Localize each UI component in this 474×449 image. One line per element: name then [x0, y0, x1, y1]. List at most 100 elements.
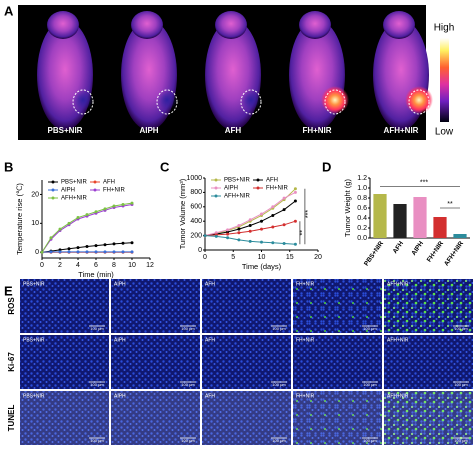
x-tick-label: 0 [40, 262, 44, 269]
x-tick-label: AFH [392, 240, 406, 255]
x-tick-label: 10 [258, 254, 266, 261]
cell-label: AFH [205, 337, 215, 343]
colorbar-low: Low [435, 127, 454, 138]
data-point [248, 239, 252, 243]
y-tick-label: 400 [190, 218, 202, 225]
significance: ** [447, 201, 453, 208]
legend-marker [93, 180, 97, 184]
cell-label: AIPH [114, 393, 126, 399]
scale-label: 100 μm [363, 326, 377, 331]
y-tick-label: 600 [190, 204, 202, 211]
scale-label: 100 μm [90, 438, 104, 443]
data-point [103, 250, 107, 254]
data-point [121, 203, 125, 207]
scale-label: 100 μm [363, 382, 377, 387]
x-tick-label: AFH+NIR [443, 240, 465, 267]
data-point [94, 244, 98, 248]
tumor-outline [240, 89, 262, 115]
micrograph [293, 335, 382, 389]
micrograph [202, 335, 291, 389]
legend-label: AIPH [224, 186, 238, 192]
data-point [260, 240, 263, 244]
data-point [112, 250, 116, 254]
y-tick-label: 0.2 [357, 225, 367, 232]
data-point [282, 208, 286, 212]
data-point [260, 227, 263, 231]
data-point [260, 212, 263, 216]
legend-marker [51, 180, 55, 184]
bar [453, 234, 467, 238]
data-point [237, 227, 241, 231]
y-tick-label: 0.6 [357, 205, 367, 212]
scale-label: 100 μm [90, 382, 104, 387]
data-point [237, 238, 241, 242]
data-point [67, 247, 71, 251]
data-point [85, 213, 89, 217]
legend-marker [256, 178, 260, 182]
data-point [282, 242, 286, 246]
tumor-signal [73, 90, 93, 110]
mouse-head [47, 11, 79, 39]
legend-label: AFH [266, 178, 278, 184]
cell-label: AFH [205, 393, 215, 399]
data-point [85, 244, 89, 248]
legend-label: AIPH [61, 188, 75, 194]
legend-label: AFH+NIR [224, 194, 251, 200]
y-tick-label: 800 [190, 189, 202, 196]
scale-label: 100 μm [454, 326, 468, 331]
y-tick-label: 20 [31, 191, 39, 198]
scale-label: 100 μm [454, 438, 468, 443]
scale-label: 100 μm [363, 438, 377, 443]
data-point [248, 224, 252, 228]
y-tick-label: 0 [198, 247, 202, 254]
y-tick-label: 0.4 [357, 215, 367, 222]
legend-marker [256, 186, 260, 190]
micrograph [111, 335, 200, 389]
mouse-label: AIPH [139, 126, 158, 135]
cell-label: FH+NIR [296, 393, 315, 399]
legend-label: AFH [103, 180, 115, 186]
panel-letter: B [4, 159, 13, 174]
bar [373, 194, 387, 238]
micrograph [20, 279, 109, 333]
mouse-label: FH+NIR [302, 126, 331, 135]
x-tick-label: 6 [94, 262, 98, 269]
x-tick-label: 8 [112, 262, 116, 269]
x-tick-label: 4 [76, 262, 80, 269]
data-point [203, 234, 207, 238]
x-tick-label: 2 [58, 262, 62, 269]
y-tick-label: 0.0 [357, 235, 367, 242]
legend-marker [51, 196, 55, 200]
data-point [226, 230, 230, 234]
series-line [204, 191, 296, 237]
data-point [248, 218, 252, 222]
data-point [248, 229, 252, 233]
cell-label: AFH [205, 281, 215, 287]
panel-letter: A [4, 3, 14, 18]
significance: *** [420, 179, 428, 186]
mouse-label: PBS+NIR [48, 126, 83, 135]
x-axis-label: Time (min) [78, 270, 114, 279]
x-tick-label: 15 [286, 254, 294, 261]
scale-label: 100 μm [272, 326, 286, 331]
data-point [293, 199, 297, 203]
significance: *** [305, 210, 312, 218]
row-label: ROS [7, 297, 16, 315]
significance: ** [299, 230, 306, 236]
data-point [271, 225, 275, 229]
data-point [76, 250, 80, 254]
legend-label: PBS+NIR [61, 180, 88, 186]
x-tick-label: 0 [203, 254, 207, 261]
x-tick-label: AIPH [410, 240, 425, 257]
mouse-head [215, 11, 247, 39]
micrograph [384, 335, 473, 389]
cell-label: AFH+NIR [387, 337, 409, 343]
scale-label: 100 μm [181, 382, 195, 387]
micrograph [202, 279, 291, 333]
y-tick-label: 200 [190, 232, 202, 239]
row-label: Ki-67 [7, 352, 16, 372]
scale-label: 100 μm [181, 326, 195, 331]
legend-label: PBS+NIR [224, 178, 251, 184]
panel-letter: E [4, 283, 13, 298]
x-tick-label: PBS+NIR [363, 240, 385, 267]
